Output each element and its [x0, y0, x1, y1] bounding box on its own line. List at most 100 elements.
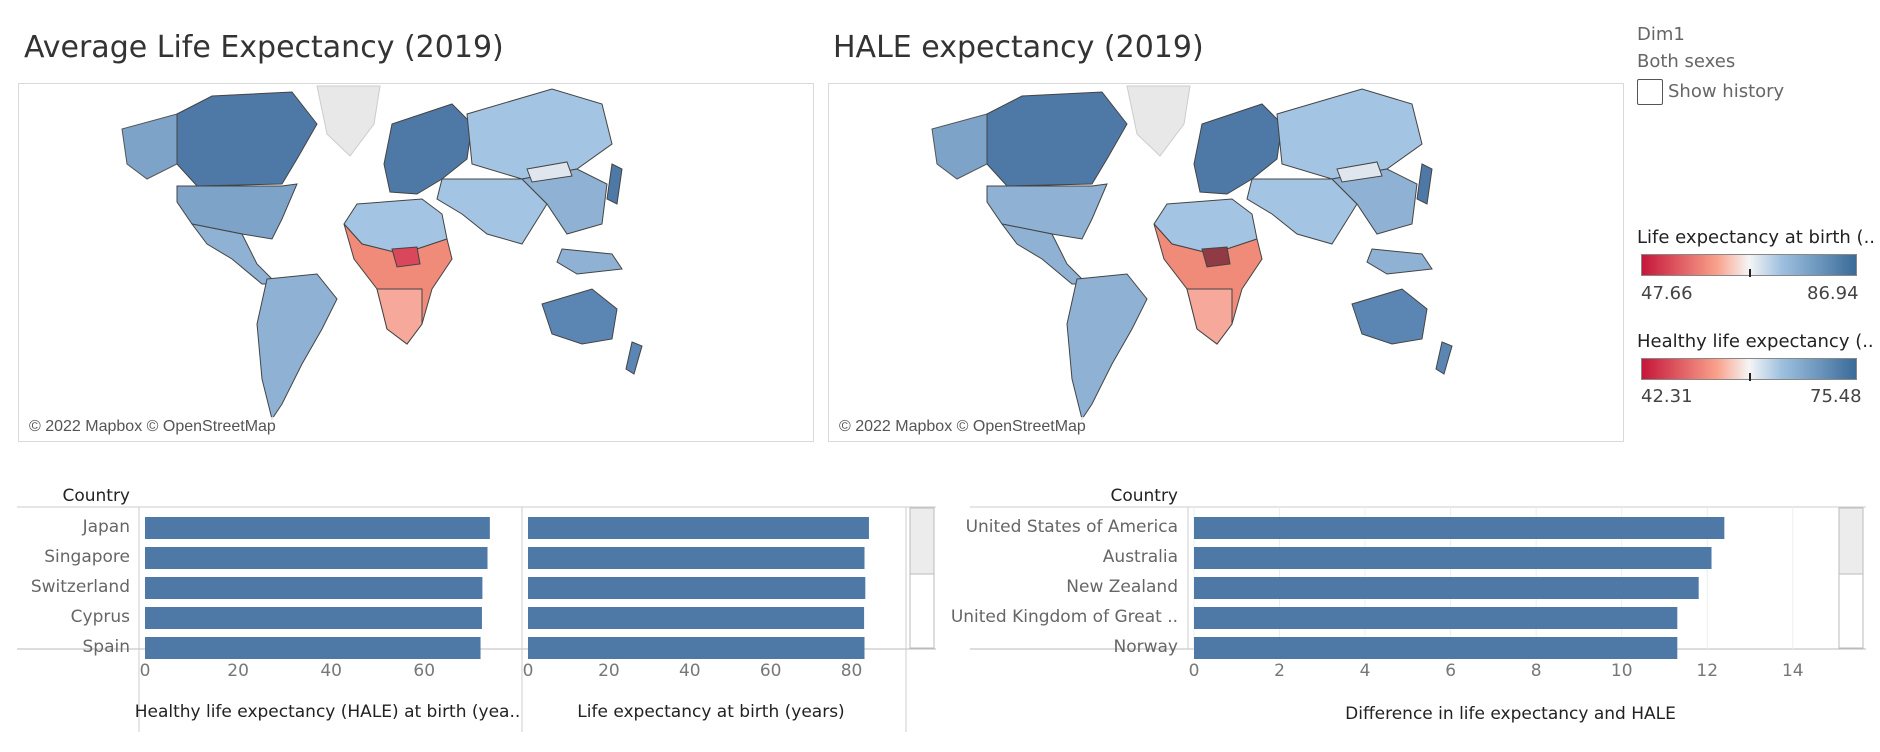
axis-title: Difference in life expectancy and HALE — [1345, 704, 1676, 724]
difference-chart[interactable]: Country United States of America Australia… — [950, 470, 1880, 752]
greenland-shape — [1126, 85, 1191, 157]
tick-label: 4 — [1360, 661, 1371, 681]
category-label: Singapore — [44, 547, 130, 567]
central-africa-shape — [391, 246, 421, 268]
axis-title: Healthy life expectancy (HALE) at birth … — [135, 702, 521, 722]
bar[interactable] — [1194, 577, 1699, 599]
bar[interactable] — [145, 547, 488, 569]
category-label: United States of America — [966, 517, 1178, 537]
show-history-checkbox[interactable] — [1637, 79, 1663, 105]
bar[interactable] — [528, 517, 869, 539]
legend-min-hale: 42.31 — [1641, 386, 1693, 407]
scrollbar-thumb[interactable] — [1838, 507, 1864, 575]
tick-label: 0 — [523, 661, 534, 681]
bar[interactable] — [528, 547, 865, 569]
row-header: Country — [62, 486, 130, 506]
show-history-label[interactable]: Show history — [1668, 81, 1785, 102]
mongolia-shape — [1336, 161, 1383, 183]
bar[interactable] — [1194, 517, 1725, 539]
russia-shape — [1276, 88, 1423, 180]
alaska-shape — [931, 113, 988, 180]
map-attribution[interactable]: © 2022 Mapbox © OpenStreetMap — [835, 417, 1090, 437]
tick-label: 12 — [1696, 661, 1718, 681]
tick-label: 0 — [1189, 661, 1200, 681]
bar[interactable] — [528, 577, 866, 599]
bar[interactable] — [1194, 547, 1712, 569]
top-countries-chart[interactable]: Country Japan Singapore Switzerland Cyprus Sp… — [0, 470, 950, 752]
category-label: Switzerland — [31, 577, 130, 597]
bar[interactable] — [145, 517, 490, 539]
legend-gradient-hale[interactable] — [1641, 358, 1857, 381]
australia-shape — [1351, 288, 1428, 345]
russia-shape — [466, 88, 613, 180]
new-zealand-shape — [1435, 341, 1453, 375]
tick-label: 80 — [841, 661, 863, 681]
life-expectancy-map[interactable]: © 2022 Mapbox © OpenStreetMap — [18, 83, 814, 442]
tick-label: 2 — [1274, 661, 1285, 681]
middle-east-shape — [1246, 178, 1358, 245]
southern-africa-shape — [1186, 288, 1233, 345]
alaska-shape — [121, 113, 178, 180]
usa-shape — [176, 183, 298, 240]
japan-shape — [606, 163, 623, 205]
bar[interactable] — [145, 577, 483, 599]
category-label: Spain — [83, 637, 131, 657]
legend-max-life-expectancy: 86.94 — [1807, 283, 1859, 304]
world-map-svg — [121, 85, 643, 421]
bar[interactable] — [145, 637, 481, 659]
category-label: United Kingdom of Great .. — [951, 607, 1178, 627]
middle-east-shape — [436, 178, 548, 245]
central-africa-shape — [1201, 246, 1231, 268]
greenland-shape — [316, 85, 381, 157]
legend-max-hale: 75.48 — [1810, 386, 1862, 407]
legend-marker — [1749, 373, 1751, 381]
japan-shape — [1416, 163, 1433, 205]
hale-map[interactable]: © 2022 Mapbox © OpenStreetMap — [828, 83, 1624, 442]
new-zealand-shape — [625, 341, 643, 375]
tick-label: 40 — [679, 661, 701, 681]
tick-label: 60 — [760, 661, 782, 681]
dim-value[interactable]: Both sexes — [1637, 51, 1736, 72]
category-label: Norway — [1114, 637, 1179, 657]
canada-shape — [986, 91, 1128, 187]
row-header: Country — [1110, 486, 1178, 506]
tick-label: 20 — [227, 661, 249, 681]
south-america-shape — [256, 273, 338, 421]
usa-shape — [986, 183, 1108, 240]
se-asia-shape — [556, 248, 623, 275]
bar[interactable] — [1194, 637, 1678, 659]
australia-shape — [541, 288, 618, 345]
se-asia-shape — [1366, 248, 1433, 275]
bar[interactable] — [145, 607, 482, 629]
legend-marker — [1749, 269, 1751, 277]
tick-label: 6 — [1445, 661, 1456, 681]
map-attribution[interactable]: © 2022 Mapbox © OpenStreetMap — [25, 417, 280, 437]
tick-label: 0 — [140, 661, 151, 681]
dim-label: Dim1 — [1637, 24, 1685, 45]
southern-africa-shape — [376, 288, 423, 345]
category-label: Japan — [82, 517, 130, 537]
canada-shape — [176, 91, 318, 187]
bar[interactable] — [1194, 607, 1678, 629]
south-america-shape — [1066, 273, 1148, 421]
axis-title: Life expectancy at birth (years) — [577, 702, 844, 722]
legend-title-life-expectancy: Life expectancy at birth (.. — [1637, 227, 1876, 248]
category-label: Cyprus — [71, 607, 130, 627]
category-label: New Zealand — [1066, 577, 1178, 597]
tick-label: 10 — [1611, 661, 1633, 681]
legend-gradient-life-expectancy[interactable] — [1641, 254, 1857, 277]
china-shape — [520, 168, 608, 235]
china-shape — [1330, 168, 1418, 235]
bar[interactable] — [528, 637, 865, 659]
tick-label: 20 — [598, 661, 620, 681]
bar[interactable] — [528, 607, 865, 629]
tick-label: 8 — [1531, 661, 1542, 681]
world-map-svg — [931, 85, 1453, 421]
scrollbar-thumb[interactable] — [909, 507, 935, 575]
right-map-title: HALE expectancy (2019) — [833, 30, 1204, 65]
legend-min-life-expectancy: 47.66 — [1641, 283, 1693, 304]
legend-title-hale: Healthy life expectancy (.. — [1637, 331, 1874, 352]
tick-label: 40 — [320, 661, 342, 681]
tick-label: 60 — [413, 661, 435, 681]
mongolia-shape — [526, 161, 573, 183]
